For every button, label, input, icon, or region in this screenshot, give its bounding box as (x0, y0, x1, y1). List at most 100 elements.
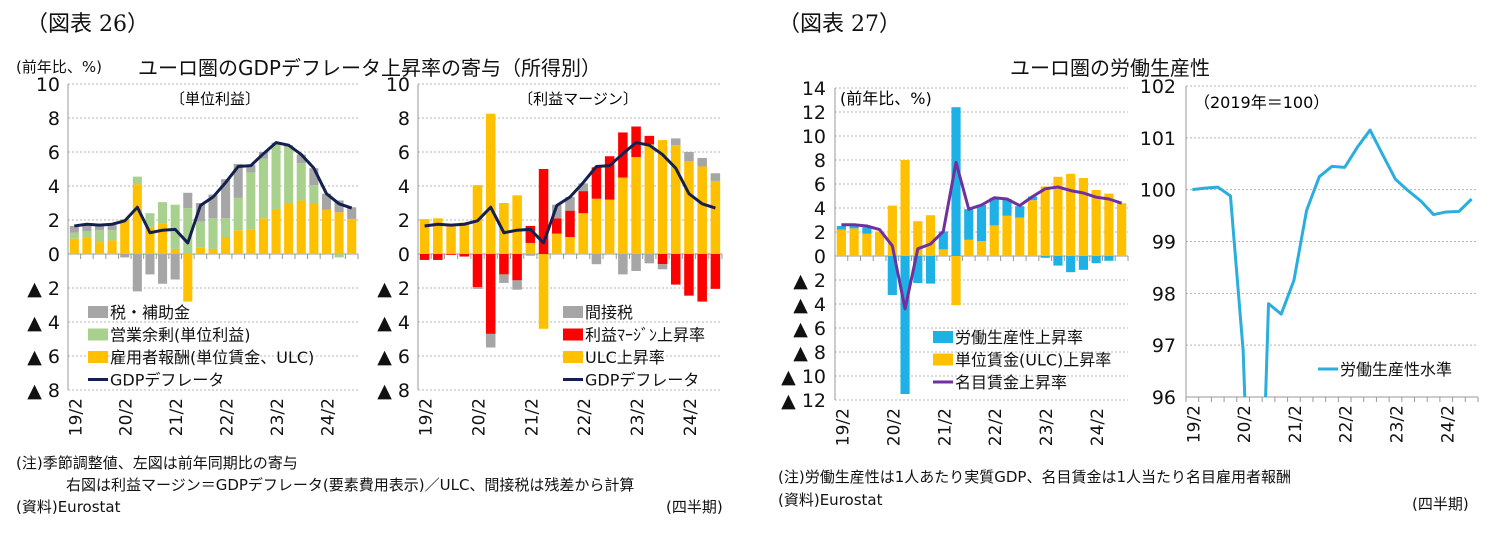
bar-segment (657, 264, 668, 270)
bar-segment (1078, 178, 1088, 256)
bar-segment (296, 200, 306, 254)
bar-segment (875, 231, 885, 256)
x-tick-label: 20/2 (469, 398, 489, 436)
legend-item: 単位賃金(ULC)上昇率 (933, 351, 1111, 370)
bar-segment (221, 237, 231, 254)
y-tick-label: ▲ 2 (27, 278, 60, 300)
series-line (424, 141, 716, 245)
bar-segment (657, 254, 668, 265)
y-tick-label: 6 (48, 142, 60, 164)
bar-segment (208, 218, 218, 249)
bar-segment (512, 280, 522, 290)
y-tick-label: 12 (802, 102, 826, 124)
bar-segment (183, 254, 193, 302)
bar-segment (578, 213, 588, 254)
bar-segment (94, 225, 105, 231)
bar-segment (1002, 199, 1012, 216)
bar-segment (951, 107, 961, 256)
y-tick-label: 8 (814, 150, 826, 172)
x-tick-label: 19/2 (66, 398, 86, 436)
bar-segment (578, 183, 588, 192)
y-tick-label: ▲ 8 (377, 380, 410, 402)
bar-segment (538, 169, 549, 254)
x-tick-label: 22/2 (575, 398, 595, 436)
legend-item: 税・補助金 (88, 303, 190, 322)
y-tick-label: 101 (1140, 128, 1176, 150)
bar-segment (271, 208, 281, 254)
bar-segment (631, 254, 641, 271)
bar-segment (309, 185, 319, 203)
bar-segment (1053, 176, 1063, 256)
y-tick-label: 10 (386, 74, 410, 96)
bar-segment (989, 225, 999, 256)
y-tick-label: 0 (398, 244, 410, 266)
bar-segment (591, 198, 602, 254)
bar-segment (433, 218, 443, 254)
bar-segment (1104, 256, 1114, 261)
y-tick-label: 2 (398, 210, 410, 232)
bar-segment (334, 254, 344, 258)
legend-swatch (933, 331, 953, 343)
right-chart-title: ユーロ圏の労働生産性 (1010, 56, 1210, 80)
y-tick-label: 97 (1152, 335, 1176, 357)
y-tick-label: 14 (802, 78, 826, 100)
bar-segment (158, 223, 168, 254)
bar-segment (938, 249, 948, 256)
bar-segment (710, 254, 721, 289)
bar-segment (132, 176, 142, 185)
bar-segment (697, 166, 707, 254)
bar-segment (472, 287, 483, 289)
y-tick-label: ▲ 4 (793, 294, 826, 316)
bar-segment (1027, 200, 1038, 256)
bar-segment (670, 138, 681, 146)
bar-segment (170, 248, 180, 254)
y-tick-label: 99 (1152, 232, 1176, 254)
bar-segment (887, 256, 897, 295)
bar-segment (69, 225, 79, 233)
bar-segment (618, 254, 628, 275)
bar-segment (120, 254, 130, 258)
bar-segment (604, 199, 615, 254)
bar-segment (849, 226, 859, 229)
bar-segment (964, 209, 974, 240)
bar-segment (158, 202, 168, 224)
bar-segment (221, 218, 231, 237)
legend-swatch (88, 351, 108, 363)
right-period-label: (四半期) (1412, 495, 1469, 513)
bar-segment (446, 254, 456, 255)
bar-segment (246, 172, 256, 230)
x-tick-label: 21/2 (167, 398, 187, 436)
bar-segment (900, 256, 910, 394)
bar-segment (82, 225, 92, 232)
bar-segment (1066, 173, 1076, 256)
legend-swatch (88, 328, 108, 341)
bar-segment (419, 254, 430, 260)
x-tick-label: 24/2 (318, 398, 338, 436)
x-tick-label: 23/2 (628, 398, 648, 436)
x-tick-label: 24/2 (681, 398, 701, 436)
bar-segment (684, 254, 694, 296)
x-tick-label: 20/2 (884, 408, 904, 446)
x-tick-label: 20/2 (117, 398, 137, 436)
bar-segment (538, 254, 549, 329)
bar-segment (591, 254, 602, 265)
x-tick-label: 19/2 (417, 398, 437, 436)
bar-segment (132, 254, 142, 292)
chart-1: 10 8 6 4 2 0 ▲ 2 ▲ 4 ▲ 6 ▲ 8 19/2 20/2 21/2 22/2 23/2 2… (27, 74, 359, 436)
bar-segment (246, 229, 256, 254)
bar-segment (1091, 256, 1101, 264)
bar-segment (499, 254, 509, 275)
bar-segment (284, 203, 294, 254)
y-tick-label: 2 (814, 222, 826, 244)
legend-label: 利益ﾏｰｼﾞﾝ上昇率 (585, 326, 705, 345)
bar-segment (321, 193, 332, 210)
legend-label: 税・補助金 (110, 303, 190, 322)
bar-segment (618, 177, 628, 254)
bar-segment (565, 237, 575, 254)
bar-segment (565, 210, 575, 237)
bar-segment (183, 208, 193, 254)
y-tick-label: 4 (814, 198, 826, 220)
bar-segment (1091, 190, 1101, 256)
y-tick-label: 10 (36, 74, 60, 96)
y-tick-label: ▲ 12 (781, 390, 826, 412)
